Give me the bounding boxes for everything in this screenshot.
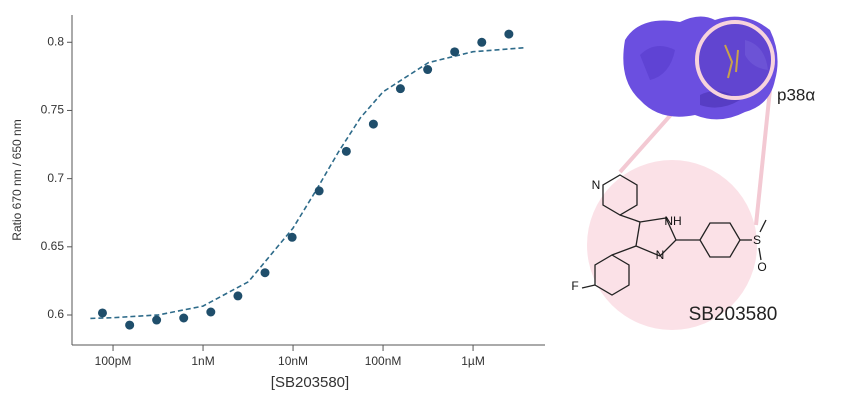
data-point <box>206 307 216 317</box>
atom-label: N <box>656 248 665 262</box>
zoom-line <box>754 69 774 226</box>
y-tick-label: 0.8 <box>47 34 64 48</box>
y-tick-label: 0.75 <box>41 103 65 117</box>
data-point <box>179 313 189 323</box>
atom-label: N <box>592 178 601 192</box>
data-point <box>260 268 270 278</box>
data-point <box>477 37 487 47</box>
compound-label: SB203580 <box>689 304 778 325</box>
ligand-pocket <box>724 44 739 79</box>
structure-figure: p38α N NH N F S O SB203580 <box>571 16 815 330</box>
x-tick-label: 1nM <box>191 354 214 368</box>
highlight-circle <box>587 160 757 330</box>
zoom-circle <box>695 20 775 100</box>
y-tick-label: 0.7 <box>47 171 64 185</box>
y-axis-label: Ratio 670 nm / 650 nm <box>10 119 24 240</box>
y-tick-label: 0.65 <box>41 239 65 253</box>
x-tick-label: 1µM <box>461 354 485 368</box>
data-point <box>287 232 297 242</box>
x-tick-label: 100nM <box>365 354 402 368</box>
x-axis-label: [SB203580] <box>271 374 349 391</box>
atom-label: NH <box>664 214 681 228</box>
atom-label: F <box>571 279 578 293</box>
data-point <box>152 315 162 325</box>
data-point <box>233 291 243 301</box>
fit-curve <box>90 46 526 320</box>
x-tick-label: 10nM <box>278 354 308 368</box>
data-point <box>504 29 514 39</box>
atom-label: O <box>757 260 766 274</box>
data-point <box>125 320 135 330</box>
data-point <box>450 47 460 57</box>
data-point <box>97 308 107 318</box>
data-point <box>368 119 378 129</box>
data-point <box>341 146 351 156</box>
data-point <box>314 186 324 196</box>
plot: [SB203580] Ratio 670 nm / 650 nm 0.6 0.65… <box>10 15 545 391</box>
x-tick-label: 100pM <box>95 354 132 368</box>
data-point <box>395 84 405 94</box>
molecule <box>581 174 767 296</box>
protein <box>623 16 778 120</box>
data-point <box>423 65 433 75</box>
protein-label: p38α <box>777 85 815 104</box>
atom-label: S <box>753 233 761 247</box>
y-tick-label: 0.6 <box>47 307 64 321</box>
